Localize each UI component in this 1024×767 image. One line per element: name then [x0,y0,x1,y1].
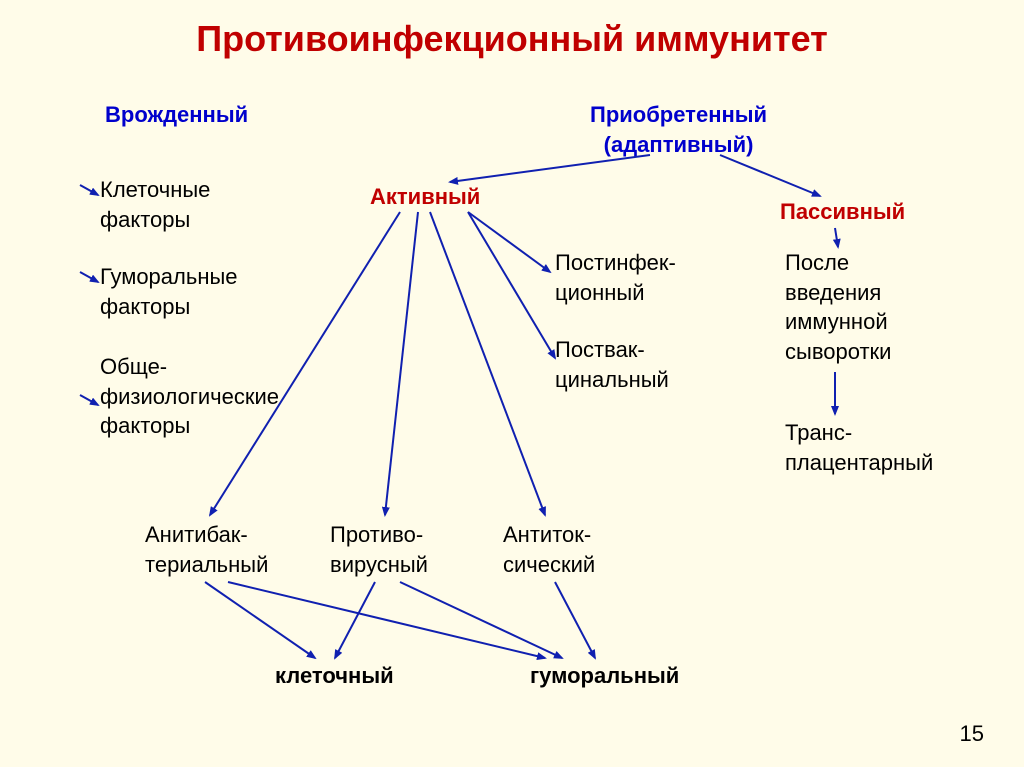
node-antitox: Антиток- сический [503,520,595,579]
node-physio-factors: Обще- физиологические факторы [100,352,279,441]
node-humoral-factors: Гуморальные факторы [100,262,238,321]
node-passive: Пассивный [780,197,905,227]
node-innate: Врожденный [105,100,248,130]
node-cellular-factors: Клеточные факторы [100,175,210,234]
node-after-serum: После введения иммунной сыворотки [785,248,891,367]
node-postvac: Поствак- цинальный [555,335,669,394]
node-postinfect: Постинфек- ционный [555,248,676,307]
node-antiviral: Противо- вирусный [330,520,428,579]
diagram-title: Противоинфекционный иммунитет [0,18,1024,60]
page-number: 15 [960,721,984,747]
node-acquired: Приобретенный (адаптивный) [590,100,767,159]
node-cellular: клеточный [275,661,394,691]
node-active: Активный [370,182,480,212]
node-humoral: гуморальный [530,661,679,691]
node-antibact: Анитибак- териальный [145,520,268,579]
node-transplac: Транс- плацентарный [785,418,933,477]
